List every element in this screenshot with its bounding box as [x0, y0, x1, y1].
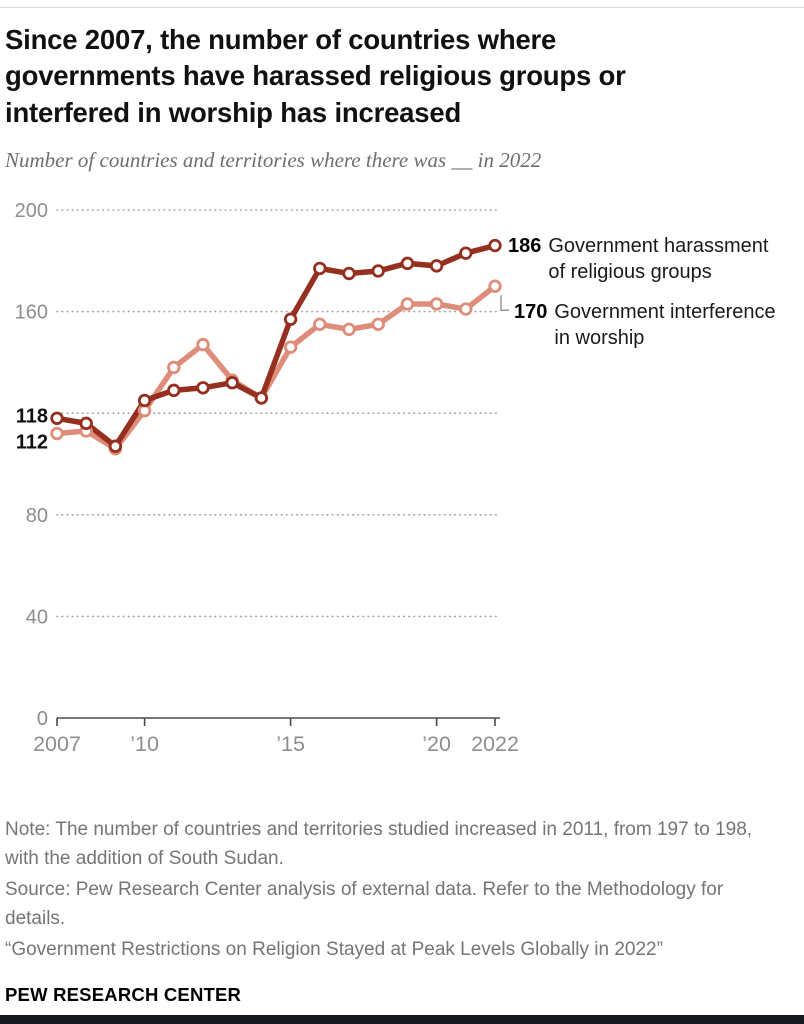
x-axis-label: 2007 — [33, 732, 81, 756]
line-chart: 200 160 80 40 0 118 112 2007 ’10 ’15 ’20 2022 186 G… — [0, 195, 804, 765]
note-text: Note: The number of countries and territ… — [5, 819, 753, 869]
data-point-marker — [342, 322, 356, 337]
report-title-text: “Government Restrictions on Religion Sta… — [5, 939, 663, 960]
x-axis-label: 2022 — [471, 732, 519, 756]
y-axis-label: 160 — [15, 302, 48, 324]
top-divider — [0, 7, 804, 8]
x-axis-label: ’20 — [422, 732, 451, 756]
x-axis-label: ’10 — [130, 732, 159, 756]
data-point-marker — [167, 383, 181, 398]
data-point-marker — [196, 337, 210, 352]
y-axis-label: 40 — [26, 606, 48, 628]
data-point-marker — [400, 256, 415, 271]
data-point-marker — [254, 391, 269, 405]
label-connector — [500, 295, 509, 311]
data-point-marker — [488, 279, 502, 293]
source-text: Source: Pew Research Center analysis of … — [5, 879, 724, 929]
data-point-marker — [167, 360, 181, 375]
data-point-marker — [459, 302, 473, 316]
footnotes: Note: The number of countries and territ… — [5, 816, 787, 1008]
series-start-label-interference: 112 — [16, 432, 48, 454]
data-point-marker — [137, 393, 152, 408]
y-axis-label: 0 — [37, 708, 48, 730]
chart-title: Since 2007, the number of countries wher… — [5, 24, 626, 128]
data-point-marker — [400, 297, 415, 311]
series-line — [54, 242, 498, 449]
data-point-marker — [283, 340, 298, 354]
data-point-marker — [108, 439, 123, 453]
y-axis-label: 80 — [26, 505, 48, 527]
data-point-marker — [313, 317, 327, 332]
y-axis-label: 200 — [15, 200, 48, 222]
chart-subtitle: Number of countries and territories wher… — [5, 148, 542, 172]
series-end-value-interference: 170 — [514, 301, 548, 323]
data-point-marker — [50, 426, 64, 441]
data-point-marker — [429, 259, 444, 273]
series-label-interference: 170 Government interference in worship — [514, 299, 790, 351]
data-point-marker — [371, 264, 385, 278]
data-point-marker — [371, 317, 385, 332]
data-point-marker — [50, 411, 64, 425]
pew-research-center-wordmark: PEW RESEARCH CENTER — [5, 983, 242, 1005]
bottom-bar — [0, 1015, 804, 1024]
series-name-harassment: Government harassment of religious group… — [548, 235, 769, 283]
data-point-marker — [459, 246, 473, 260]
data-point-marker — [283, 312, 298, 326]
data-point-marker — [488, 238, 502, 253]
data-point-marker — [79, 416, 93, 431]
series-label-harassment: 186 Government harassment of religious g… — [508, 233, 784, 285]
data-point-marker — [429, 297, 444, 311]
series-name-interference: Government interference in worship — [554, 301, 776, 349]
series-line — [54, 283, 498, 452]
data-point-marker — [313, 261, 327, 276]
data-point-marker — [196, 381, 210, 395]
data-point-marker — [342, 266, 356, 281]
series-end-value-harassment: 186 — [508, 235, 542, 257]
series-start-label-harassment: 118 — [16, 405, 48, 427]
x-axis-label: ’15 — [276, 732, 305, 756]
chart-svg: 200 160 80 40 0 118 112 2007 ’10 ’15 ’20 2022 — [15, 200, 519, 756]
data-point-marker — [225, 376, 239, 390]
